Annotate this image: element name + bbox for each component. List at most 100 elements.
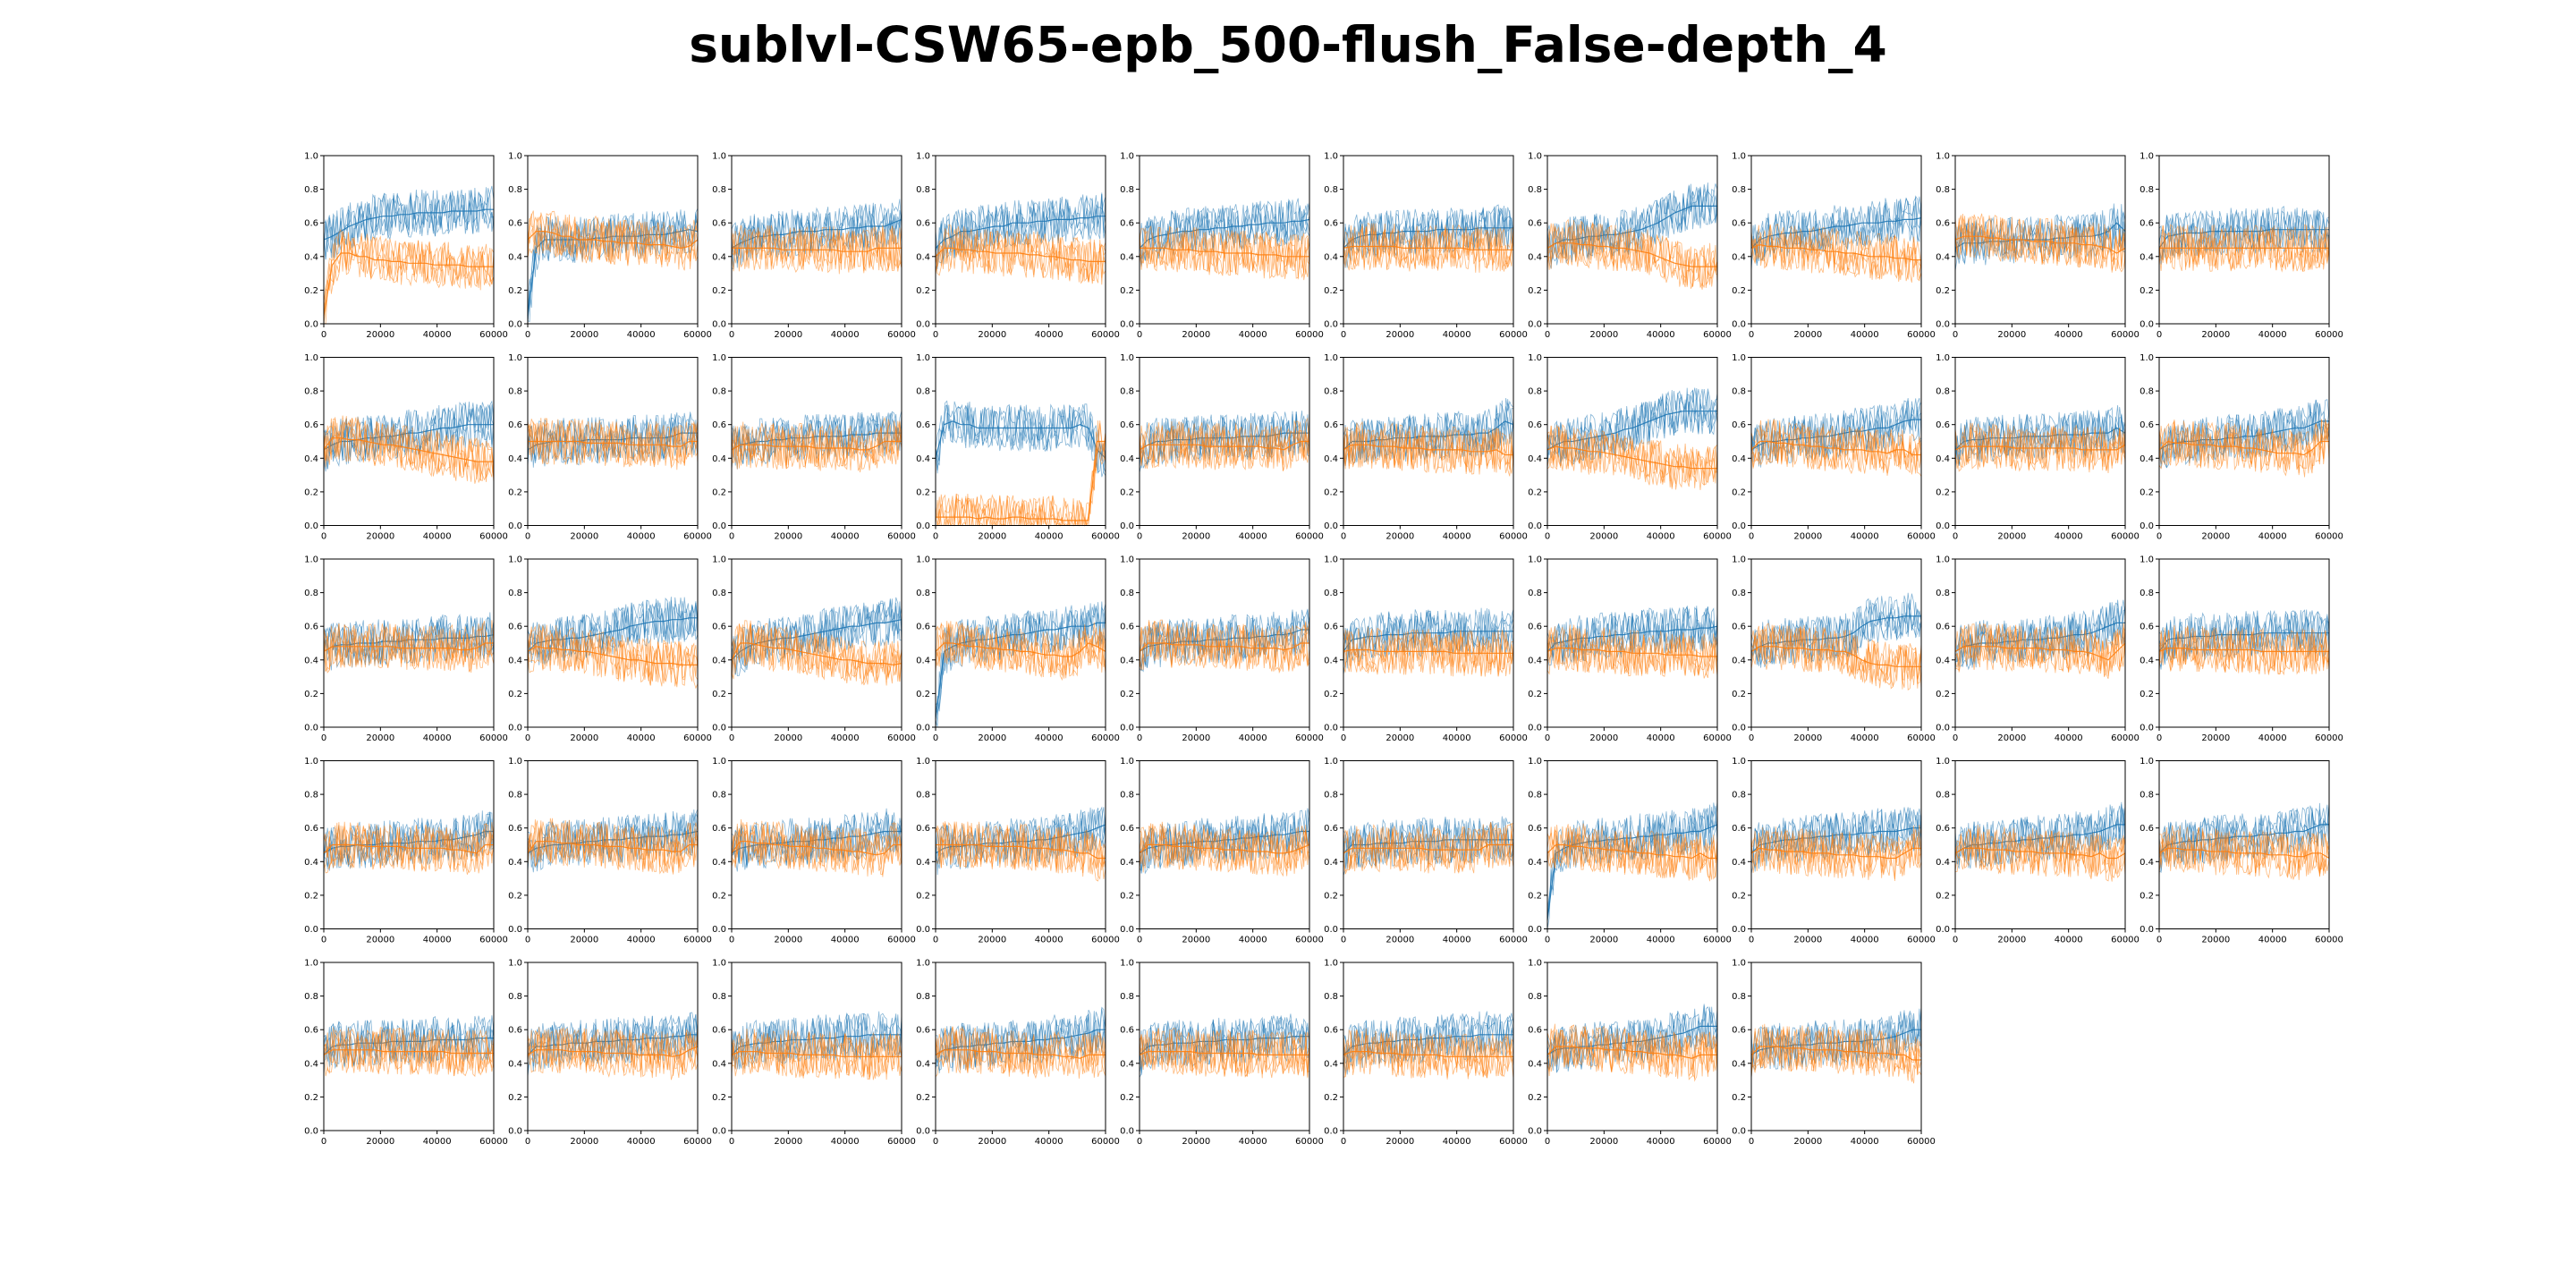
subplot-14-ytick-label-2: 0.2: [916, 487, 930, 497]
subplot-44: 0 20000 40000 60000 0.0 0.2 0.4 0.6 0.8 1.0: [916, 959, 1120, 1148]
subplot-44-frame: [935, 962, 1106, 1131]
subplot-13-ytick-label-3: 0.4: [712, 454, 726, 464]
subplot-16-series-2-trace-5: [1343, 420, 1514, 475]
subplot-48-ytick-label-3: 0.4: [1732, 1059, 1746, 1069]
subplot-24-xtick-label-2: 20000: [978, 733, 1006, 743]
subplot-4-xtick-label-1: 0: [933, 330, 938, 340]
subplot-6-ytick-label-5: 0.8: [1324, 185, 1338, 195]
subplot-3-ytick-label-2: 0.2: [712, 286, 726, 296]
subplot-25-ytick-label-1: 0.0: [1120, 724, 1134, 733]
subplot-27-xtick-label-4: 60000: [1703, 733, 1732, 743]
subplot-18-ytick-label-2: 0.2: [1732, 487, 1746, 497]
subplot-15-xtick-label-3: 40000: [1239, 532, 1267, 542]
subplot-30-series-2-trace-5: [2158, 625, 2330, 674]
subplot-41: 0 20000 40000 60000 0.0 0.2 0.4 0.6 0.8 1.0: [304, 959, 508, 1148]
subplot-6-series-2-trace-4: [1343, 225, 1514, 273]
subplot-9-ytick-label-1: 0.0: [1936, 320, 1950, 330]
subplot-17-frame: [1546, 357, 1718, 526]
subplot-37-xtick-label-3: 40000: [1647, 936, 1675, 945]
subplot-15-xtick-label-1: 0: [1137, 532, 1142, 542]
subplot-19: 0 20000 40000 60000 0.0 0.2 0.4 0.6 0.8 1.0: [1936, 353, 2140, 542]
subplot-12-xtick-label-2: 20000: [570, 532, 598, 542]
subplot-42-ytick-label-5: 0.8: [508, 992, 522, 1002]
subplot-44-ytick-label-3: 0.4: [916, 1059, 930, 1069]
subplot-38-xtick-label-3: 40000: [1851, 936, 1879, 945]
subplot-3-series-1-trace-2: [731, 203, 902, 268]
subplot-20-ytick-label-4: 0.6: [2140, 420, 2154, 430]
subplot-5-frame: [1139, 155, 1310, 325]
subplot-42-ytick-label-6: 1.0: [508, 959, 522, 969]
subplot-2-xtick-label-4: 60000: [683, 330, 712, 340]
subplot-32-xtick-label-1: 0: [525, 936, 530, 945]
subplot-8-ytick-label-3: 0.4: [1732, 252, 1746, 262]
subplot-7-series-2-trace-4: [1546, 220, 1718, 290]
subplot-14-ytick-label-1: 0.0: [916, 521, 930, 531]
subplot-45-xtick-label-1: 0: [1137, 1137, 1142, 1147]
subplot-41-series-2-trace-4: [323, 1027, 495, 1077]
subplot-23-xtick-label-4: 60000: [887, 733, 916, 743]
subplot-14-series-2-line: [936, 440, 1106, 521]
subplot-22-xtick-label-2: 20000: [570, 733, 598, 743]
subplot-34-xtick-label-2: 20000: [978, 936, 1006, 945]
subplot-8-ytick-label-2: 0.2: [1732, 286, 1746, 296]
subplot-44-ytick-label-5: 0.8: [916, 992, 930, 1002]
subplot-45-xtick-label-2: 20000: [1182, 1137, 1210, 1147]
subplot-18-series-1-line: [1750, 419, 1921, 451]
subplot-9-xtick-label-1: 0: [1953, 330, 1958, 340]
subplot-13: 0 20000 40000 60000 0.0 0.2 0.4 0.6 0.8 1.0: [712, 353, 916, 542]
subplot-27-series-2-line: [1546, 648, 1717, 657]
subplot-27-ytick-label-4: 0.6: [1528, 623, 1542, 632]
subplot-6-ytick-label-4: 0.6: [1324, 219, 1338, 229]
subplot-29: 0 20000 40000 60000 0.0 0.2 0.4 0.6 0.8 1.0: [1936, 555, 2140, 744]
subplot-31: 0 20000 40000 60000 0.0 0.2 0.4 0.6 0.8 1.0: [304, 757, 508, 945]
subplot-21-ytick-label-1: 0.0: [304, 724, 318, 733]
subplot-41-xtick-label-3: 40000: [423, 1137, 452, 1147]
subplot-43-series-2-trace-1: [731, 1030, 902, 1078]
subplot-4-series-2-trace-4: [935, 226, 1106, 282]
subplot-38-xtick-label-1: 0: [1749, 936, 1754, 945]
subplot-11-series-2-trace-5: [323, 419, 495, 483]
subplot-33-ytick-label-2: 0.2: [712, 891, 726, 901]
subplot-27-series-2-trace-4: [1546, 626, 1718, 676]
subplot-33: 0 20000 40000 60000 0.0 0.2 0.4 0.6 0.8 1.0: [712, 757, 916, 945]
subplot-45-xtick-label-4: 60000: [1295, 1137, 1324, 1147]
subplot-16-series-2-trace-3: [1343, 426, 1514, 474]
subplot-24-xtick-label-4: 60000: [1091, 733, 1120, 743]
subplot-38-series-1-trace-3: [1751, 808, 1922, 867]
subplot-42-series-2-trace-4: [527, 1025, 699, 1079]
subplot-47-xtick-label-4: 60000: [1703, 1137, 1732, 1147]
subplot-4-ytick-label-3: 0.4: [916, 252, 930, 262]
subplot-45: 0 20000 40000 60000 0.0 0.2 0.4 0.6 0.8 1.0: [1120, 959, 1324, 1148]
subplot-13-frame: [731, 357, 902, 526]
subplot-23-frame: [731, 558, 902, 728]
subplot-35-xtick-label-3: 40000: [1239, 936, 1267, 945]
subplot-35-xtick-label-2: 20000: [1182, 936, 1210, 945]
subplot-35-frame: [1139, 760, 1310, 929]
subplot-34-frame: [935, 760, 1106, 929]
subplot-34-xtick-label-4: 60000: [1091, 936, 1120, 945]
subplot-25-xtick-label-3: 40000: [1239, 733, 1267, 743]
subplot-5-xtick-label-1: 0: [1137, 330, 1142, 340]
subplot-40-xtick-label-1: 0: [2157, 936, 2162, 945]
subplot-45-series-1-trace-2: [1139, 1014, 1310, 1071]
subplot-1-ytick-label-6: 1.0: [304, 152, 318, 162]
subplot-39: 0 20000 40000 60000 0.0 0.2 0.4 0.6 0.8 1.0: [1936, 757, 2140, 945]
subplot-26-xtick-label-1: 0: [1341, 733, 1346, 743]
subplot-32: 0 20000 40000 60000 0.0 0.2 0.4 0.6 0.8 1.0: [508, 757, 712, 945]
subplot-11-ytick-label-4: 0.6: [304, 420, 318, 430]
subplot-36-xtick-label-2: 20000: [1385, 936, 1414, 945]
subplot-40: 0 20000 40000 60000 0.0 0.2 0.4 0.6 0.8 1.0: [2140, 757, 2343, 945]
subplot-6-frame: [1343, 155, 1514, 325]
subplot-7-ytick-label-2: 0.2: [1528, 286, 1542, 296]
subplot-42-series-1-trace-5: [527, 1014, 699, 1072]
subplot-39-ytick-label-2: 0.2: [1936, 891, 1950, 901]
subplot-44-series-2-line: [935, 1049, 1106, 1059]
subplot-11-series-2-trace-4: [323, 417, 495, 484]
subplot-45-series-2-line: [1139, 1051, 1309, 1055]
subplot-24-series-1-line: [935, 622, 1106, 719]
subplot-9-series-2-line: [1954, 235, 2126, 254]
subplot-31-xtick-label-3: 40000: [423, 936, 452, 945]
subplot-5-series-1-trace-5: [1139, 199, 1310, 267]
subplot-7-series-2-trace-5: [1546, 224, 1718, 289]
subplot-13-series-1-trace-2: [731, 412, 902, 466]
